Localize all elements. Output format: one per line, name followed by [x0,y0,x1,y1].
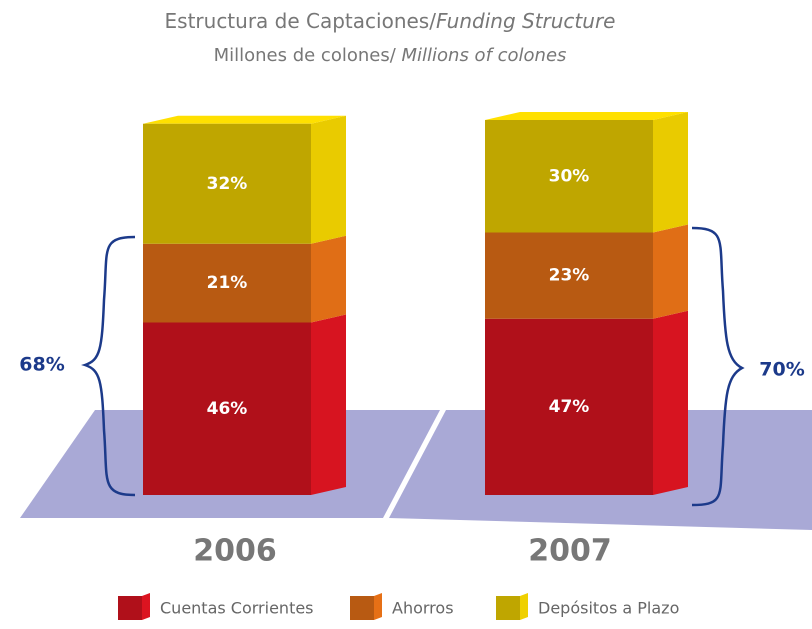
legend-label: Cuentas Corrientes [160,599,314,618]
bar [485,318,653,495]
x-tick-label: 2007 [528,534,612,569]
bar-side [311,314,346,495]
data-label: 30% [549,166,590,186]
subtitle-es: Millones de colones/ [214,45,402,66]
bar [143,243,311,323]
x-tick-label: 2006 [193,534,277,569]
legend-swatch-side [142,593,150,620]
bar-side [311,115,346,244]
title-es: Estructura de Captaciones/ [165,9,437,33]
bar [143,322,311,495]
data-label: 32% [207,174,248,194]
annotation: 68% [19,354,64,376]
legend-label: Depósitos a Plazo [538,599,679,618]
bar-side [311,235,346,323]
legend-label: Ahorros [392,599,454,618]
brace [81,235,136,497]
bar-top [143,115,346,124]
legend-swatch [496,596,520,620]
bar [485,120,653,233]
bar-top [485,112,688,120]
legend-swatch [118,596,142,620]
data-label: 46% [207,399,248,419]
chart-title: Estructura de Captaciones/Funding Struct… [165,9,616,33]
bar [143,123,311,244]
bar-side [653,224,688,319]
legend-swatch-side [520,593,528,620]
annotation: 70% [759,359,804,381]
legend: Cuentas Corrientes Ahorros Depósitos a Pla… [118,593,679,620]
data-label: 21% [207,273,248,293]
bar-side [653,310,688,495]
legend-swatch-side [374,593,382,620]
brace [691,226,745,507]
data-label: 47% [549,397,590,417]
bars: 46% 21% 32% 47% 23% 30% [143,112,688,495]
title-en: Funding Structure [436,9,616,33]
bar [485,232,653,319]
bar-side [653,112,688,233]
data-label: 23% [549,266,590,286]
legend-swatch [350,596,374,620]
chart-subtitle: Millones de colones/ Millions of colones [214,45,567,66]
subtitle-en: Millions of colones [402,45,567,66]
